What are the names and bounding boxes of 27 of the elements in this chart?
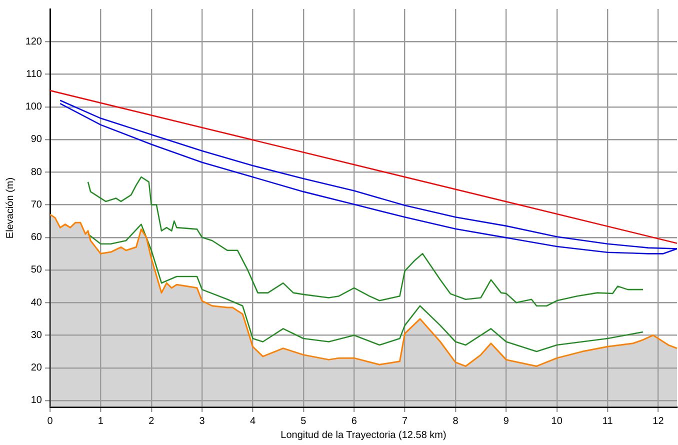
x-tick-label: 2 [148, 416, 155, 427]
y-tick-label: 110 [26, 68, 42, 80]
y-axis-title: Elevación (m) [4, 177, 16, 239]
y-tick-label: 30 [30, 330, 42, 341]
x-tick-label: 6 [351, 416, 358, 427]
x-tick-label: 3 [199, 416, 206, 427]
y-tick-label: 20 [30, 362, 42, 374]
y-tick-label: 50 [30, 264, 42, 276]
y-tick-label: 70 [30, 199, 42, 210]
x-tick-label: 1 [98, 416, 104, 427]
y-tick-label: 80 [30, 166, 42, 178]
x-axis-title: Longitud de la Trayectoria (12.58 km) [280, 430, 446, 441]
y-tick-label: 120 [25, 36, 42, 48]
x-tick-label: 12 [652, 416, 664, 427]
x-tick-label: 5 [300, 416, 307, 427]
y-tick-label: 90 [30, 134, 42, 146]
x-tick-label: 10 [551, 416, 563, 427]
x-tick-label: 7 [402, 416, 408, 427]
x-tick-label: 4 [250, 416, 256, 427]
y-tick-label: 40 [30, 297, 42, 308]
x-tick-label: 8 [452, 416, 459, 427]
x-tick-label: 0 [47, 416, 54, 427]
x-tick-label: 9 [503, 416, 510, 427]
y-tick-label: 60 [30, 232, 42, 244]
x-tick-label: 11 [602, 416, 614, 427]
y-tick-label: 10 [30, 395, 42, 406]
y-tick-label: 100 [25, 102, 42, 113]
